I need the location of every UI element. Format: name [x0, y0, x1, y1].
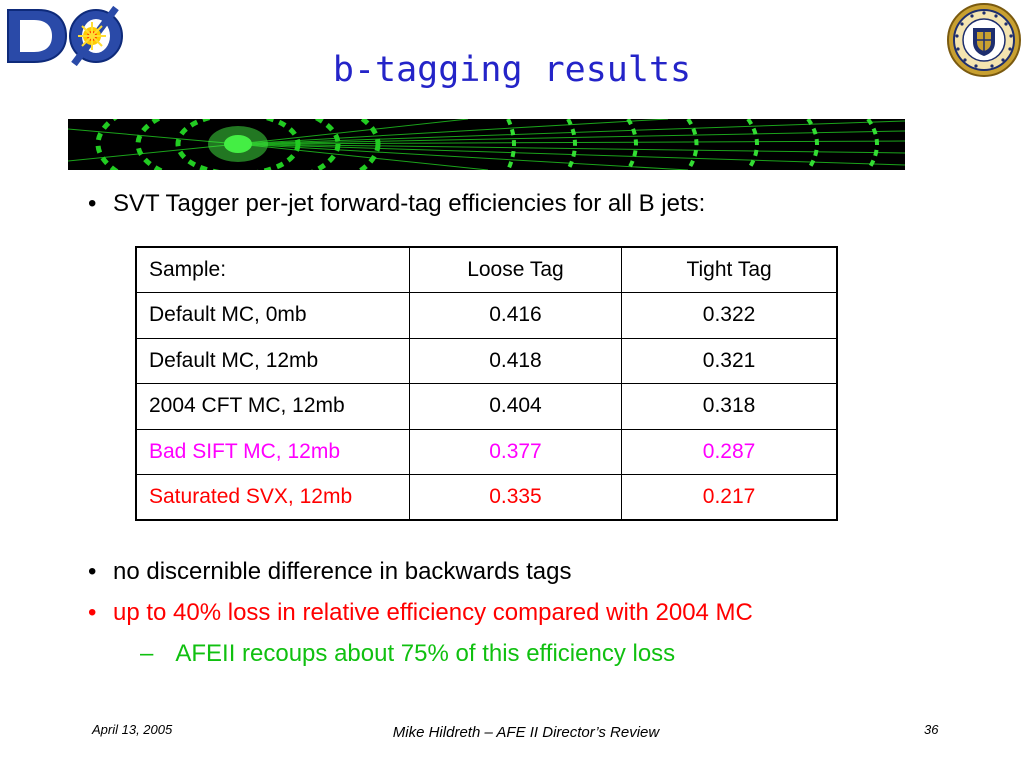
- cell-loose: 0.416: [408, 292, 623, 339]
- header-loose-tag: Loose Tag: [408, 246, 623, 293]
- table-row: 2004 CFT MC, 12mb 0.404 0.318: [135, 383, 838, 430]
- cell-tight: 0.321: [621, 337, 838, 384]
- bullet-efficiency-loss: • up to 40% loss in relative efficiency …: [88, 599, 753, 627]
- cell-sample: Saturated SVX, 12mb: [135, 474, 410, 521]
- efficiency-table: Sample: Loose Tag Tight Tag Default MC, …: [135, 246, 838, 521]
- bullet-text: no discernible difference in backwards t…: [113, 558, 572, 585]
- cell-loose: 0.404: [408, 383, 623, 430]
- footer-page-number: 36: [924, 722, 939, 737]
- table-row: Default MC, 0mb 0.416 0.322: [135, 292, 838, 339]
- table-row-highlight-red: Saturated SVX, 12mb 0.335 0.217: [135, 474, 838, 521]
- cell-sample: Default MC, 12mb: [135, 337, 410, 384]
- notre-dame-seal: [947, 3, 1021, 77]
- bullet-marker: •: [88, 558, 97, 585]
- event-display-banner: [68, 119, 905, 170]
- header-sample: Sample:: [135, 246, 410, 293]
- slide-title: b-tagging results: [332, 50, 692, 90]
- sub-bullet-afeii: – AFEII recoups about 75% of this effici…: [140, 640, 675, 668]
- cell-tight: 0.318: [621, 383, 838, 430]
- bullet-marker: •: [88, 599, 97, 626]
- sub-bullet-marker: –: [140, 640, 154, 667]
- cell-sample: 2004 CFT MC, 12mb: [135, 383, 410, 430]
- footer-date: April 13, 2005: [92, 722, 173, 737]
- intro-bullet-text: SVT Tagger per-jet forward-tag efficienc…: [113, 190, 706, 217]
- bullet-marker: •: [88, 190, 97, 217]
- cell-tight: 0.322: [621, 292, 838, 339]
- table-header-row: Sample: Loose Tag Tight Tag: [135, 246, 838, 293]
- intro-bullet: • SVT Tagger per-jet forward-tag efficie…: [88, 190, 705, 218]
- table-row-highlight-magenta: Bad SIFT MC, 12mb 0.377 0.287: [135, 428, 838, 475]
- footer-presenter: Mike Hildreth – AFE II Director’s Review: [392, 724, 660, 741]
- bullet-backwards-tags: • no discernible difference in backwards…: [88, 558, 571, 586]
- sub-bullet-text: AFEII recoups about 75% of this efficien…: [175, 640, 676, 667]
- d0-logo: [7, 5, 123, 66]
- bullet-text: up to 40% loss in relative efficiency co…: [113, 599, 753, 626]
- detector-tracks-graphic: [68, 119, 905, 170]
- cell-tight: 0.287: [621, 428, 838, 475]
- cell-loose: 0.335: [408, 474, 623, 521]
- header-tight-tag: Tight Tag: [621, 246, 838, 293]
- cell-sample: Default MC, 0mb: [135, 292, 410, 339]
- cell-tight: 0.217: [621, 474, 838, 521]
- cell-loose: 0.418: [408, 337, 623, 384]
- cell-sample: Bad SIFT MC, 12mb: [135, 428, 410, 475]
- cell-loose: 0.377: [408, 428, 623, 475]
- table-row: Default MC, 12mb 0.418 0.321: [135, 337, 838, 384]
